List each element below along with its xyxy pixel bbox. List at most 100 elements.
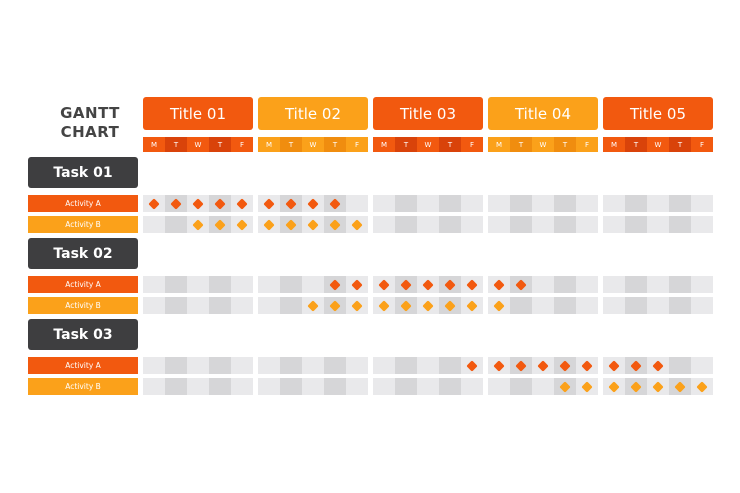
grid-cell xyxy=(576,297,598,314)
grid-cell xyxy=(373,216,395,233)
day-label: T xyxy=(324,137,346,152)
grid-cell xyxy=(691,297,713,314)
grid-cell xyxy=(417,216,439,233)
grid-cell xyxy=(346,357,368,374)
grid-cell xyxy=(603,276,625,293)
activity-label: Activity A xyxy=(28,357,138,374)
grid-cell xyxy=(302,378,324,395)
day-label: T xyxy=(165,137,187,152)
grid-cell xyxy=(532,216,554,233)
grid-cell xyxy=(417,195,439,212)
grid-cell xyxy=(165,357,187,374)
grid-cell xyxy=(187,297,209,314)
grid-cell xyxy=(625,297,647,314)
grid-cell xyxy=(647,276,669,293)
grid-cell xyxy=(669,195,691,212)
grid-cell xyxy=(532,378,554,395)
week-header: Title 03 xyxy=(373,97,483,130)
grid-cell xyxy=(346,378,368,395)
grid-cell xyxy=(231,378,253,395)
grid-cell xyxy=(373,378,395,395)
grid-cell xyxy=(280,276,302,293)
chart-title: GANTT CHART xyxy=(38,104,142,142)
activity-label: Activity B xyxy=(28,216,138,233)
grid-cell xyxy=(647,216,669,233)
grid-cell xyxy=(187,378,209,395)
grid-cell xyxy=(143,276,165,293)
day-label: F xyxy=(576,137,598,152)
grid-cell xyxy=(510,378,532,395)
day-label: M xyxy=(143,137,165,152)
grid-cell xyxy=(576,216,598,233)
task-label: Task 02 xyxy=(28,238,138,269)
day-label: T xyxy=(209,137,231,152)
grid-cell xyxy=(209,378,231,395)
day-label: W xyxy=(187,137,209,152)
grid-cell xyxy=(187,276,209,293)
week-header: Title 04 xyxy=(488,97,598,130)
grid-cell xyxy=(417,378,439,395)
grid-cell xyxy=(143,378,165,395)
grid-cell xyxy=(532,297,554,314)
week-header: Title 02 xyxy=(258,97,368,130)
grid-cell xyxy=(647,195,669,212)
grid-cell xyxy=(302,357,324,374)
grid-cell xyxy=(439,216,461,233)
grid-cell xyxy=(165,378,187,395)
day-label: W xyxy=(417,137,439,152)
grid-cell xyxy=(209,357,231,374)
day-label: T xyxy=(625,137,647,152)
grid-cell xyxy=(576,276,598,293)
day-label: W xyxy=(302,137,324,152)
grid-cell xyxy=(532,195,554,212)
grid-cell xyxy=(143,216,165,233)
activity-label: Activity A xyxy=(28,195,138,212)
grid-cell xyxy=(603,297,625,314)
activity-label: Activity B xyxy=(28,378,138,395)
grid-cell xyxy=(280,297,302,314)
grid-cell xyxy=(554,216,576,233)
grid-cell xyxy=(165,297,187,314)
grid-cell xyxy=(603,195,625,212)
task-label: Task 01 xyxy=(28,157,138,188)
grid-cell xyxy=(625,216,647,233)
grid-cell xyxy=(461,195,483,212)
grid-cell xyxy=(669,276,691,293)
day-label: W xyxy=(532,137,554,152)
day-label: T xyxy=(510,137,532,152)
grid-cell xyxy=(488,216,510,233)
grid-cell xyxy=(346,195,368,212)
grid-cell xyxy=(417,357,439,374)
grid-cell xyxy=(554,276,576,293)
grid-cell xyxy=(488,378,510,395)
grid-cell xyxy=(395,195,417,212)
grid-cell xyxy=(691,195,713,212)
grid-cell xyxy=(231,357,253,374)
grid-cell xyxy=(625,195,647,212)
day-label: M xyxy=(373,137,395,152)
grid-cell xyxy=(143,297,165,314)
grid-cell xyxy=(258,357,280,374)
grid-cell xyxy=(461,216,483,233)
day-label: T xyxy=(280,137,302,152)
day-label: T xyxy=(439,137,461,152)
day-label: T xyxy=(554,137,576,152)
grid-cell xyxy=(209,297,231,314)
day-label: T xyxy=(669,137,691,152)
grid-cell xyxy=(510,297,532,314)
day-label: M xyxy=(603,137,625,152)
grid-cell xyxy=(209,276,231,293)
grid-cell xyxy=(373,357,395,374)
grid-cell xyxy=(647,297,669,314)
day-label: F xyxy=(231,137,253,152)
week-header: Title 01 xyxy=(143,97,253,130)
activity-label: Activity A xyxy=(28,276,138,293)
grid-cell xyxy=(669,216,691,233)
day-label: F xyxy=(691,137,713,152)
grid-cell xyxy=(395,216,417,233)
grid-cell xyxy=(143,357,165,374)
task-label: Task 03 xyxy=(28,319,138,350)
grid-cell xyxy=(554,297,576,314)
grid-cell xyxy=(488,195,510,212)
grid-cell xyxy=(510,195,532,212)
